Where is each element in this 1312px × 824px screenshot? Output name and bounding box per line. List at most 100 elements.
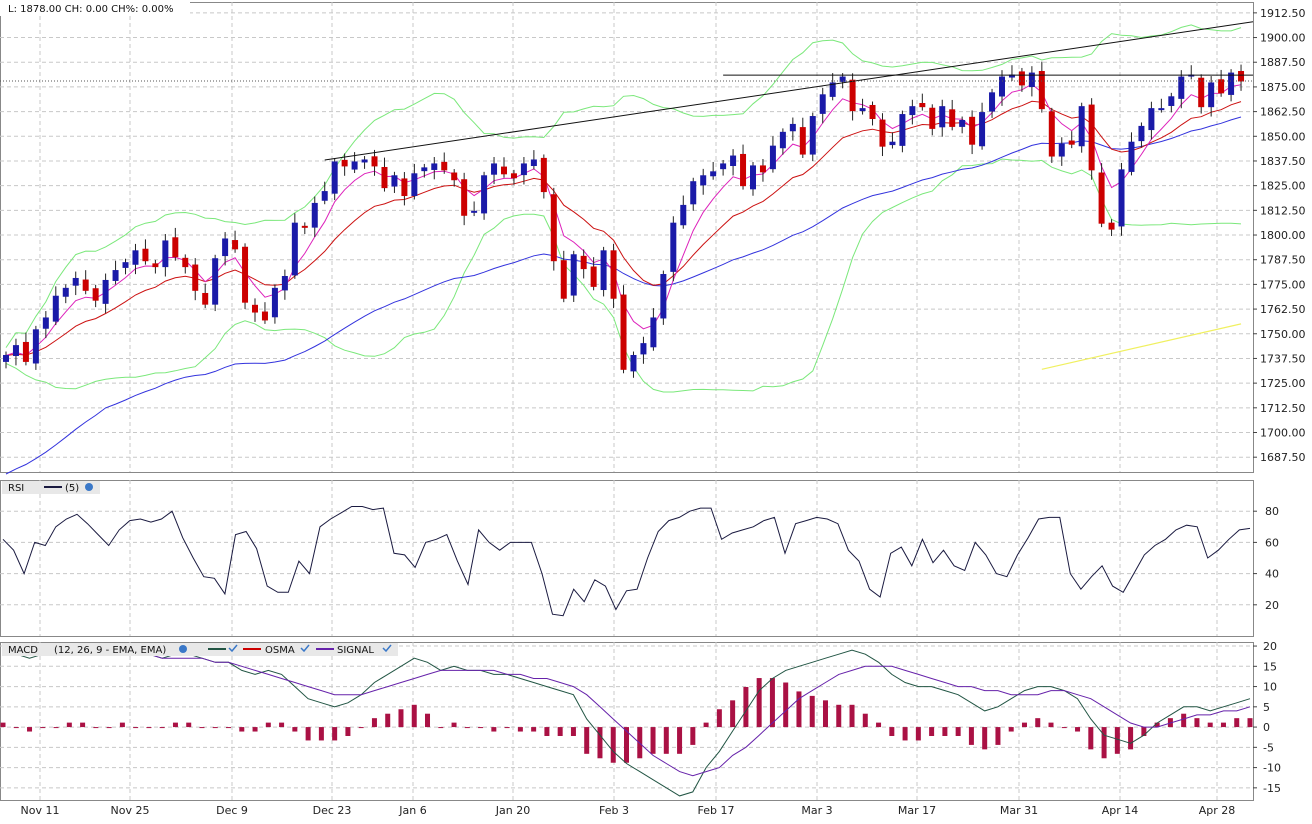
osma-bar (80, 722, 86, 728)
candle-body (879, 119, 886, 147)
candle-body (839, 76, 846, 82)
candle-body (1228, 72, 1235, 95)
price-tick-label: 1712.50 (1260, 402, 1306, 415)
osma-bar (199, 727, 205, 729)
price-tick-label: 1800.00 (1260, 229, 1306, 242)
candle-body (819, 94, 826, 114)
osma-bar (265, 722, 271, 728)
candle-body (750, 165, 756, 190)
price-tick-label: 1900.00 (1260, 32, 1306, 45)
osma-bar (663, 727, 669, 754)
candle-body (142, 248, 149, 262)
candle-body (291, 222, 298, 276)
price-tick-label: 1862.50 (1260, 106, 1306, 119)
osma-bar (544, 727, 550, 736)
osma-bar (504, 727, 510, 729)
osma-bar (1114, 727, 1120, 754)
candle-body (192, 264, 199, 291)
osma-check-icon[interactable] (300, 644, 310, 653)
osma-bar (1234, 718, 1240, 728)
macd-legend-bg (2, 643, 398, 656)
osma-bar (371, 718, 377, 728)
osma-bar (1101, 727, 1107, 759)
macd-settings-icon[interactable] (179, 645, 187, 653)
candle-body (899, 114, 906, 146)
candle-body (510, 173, 517, 179)
osma-bar (677, 727, 683, 754)
osma-bar (624, 727, 629, 763)
candle-body (451, 172, 458, 181)
osma-bar (915, 727, 921, 741)
candle-body (779, 131, 786, 149)
x-tick-label: Mar 17 (898, 804, 936, 817)
candle-body (102, 279, 109, 304)
candle-body (889, 141, 896, 146)
osma-bar (1075, 727, 1081, 732)
osma-bar (1154, 722, 1160, 728)
osma-bar (411, 704, 417, 728)
candle-body (341, 159, 348, 167)
candle-body (122, 262, 129, 268)
candle-body (869, 104, 876, 120)
osma-bar (318, 727, 324, 741)
candle-body (809, 116, 816, 155)
candle-body (939, 106, 946, 128)
candle-body (769, 145, 776, 170)
osma-bar (1021, 722, 1027, 728)
candle-body (351, 161, 358, 170)
candle-body (530, 159, 537, 167)
osma-bar (491, 727, 497, 732)
candle-body (1018, 71, 1025, 86)
rsi-tick-label: 80 (1265, 505, 1279, 518)
candle-body (1158, 108, 1165, 111)
rsi-tick-label: 20 (1265, 599, 1279, 612)
candle-body (849, 79, 856, 112)
candle-body (630, 354, 637, 372)
price-tick-label: 1737.50 (1260, 352, 1306, 365)
osma-bar (119, 722, 125, 728)
candle-body (471, 210, 478, 213)
candle-body (321, 191, 328, 201)
candle-body (829, 82, 836, 97)
candle-body (1138, 125, 1145, 142)
candle-body (222, 238, 229, 257)
macd-tick-label: -10 (1263, 762, 1281, 775)
price-tick-label: 1700.00 (1260, 427, 1306, 440)
candle-body (431, 163, 438, 170)
macd-panel-frame (0, 642, 1254, 801)
candle-body (421, 167, 428, 172)
x-tick-label: Nov 11 (21, 804, 60, 817)
candle-body (22, 341, 29, 362)
osma-bar (955, 727, 961, 736)
signal-check-icon[interactable] (382, 644, 392, 653)
osma-bar (716, 709, 722, 728)
candle-body (491, 163, 498, 175)
candle-body (62, 287, 69, 297)
candle-body (1208, 82, 1215, 108)
osma-bar (438, 727, 444, 729)
price-tick-label: 1687.50 (1260, 451, 1306, 464)
osma-bar (212, 727, 218, 729)
candle-body (72, 277, 79, 286)
osma-bar (305, 727, 311, 741)
osma-bar (769, 678, 775, 728)
osma-bar (398, 709, 404, 728)
osma-bar (1194, 718, 1200, 728)
candle-body (979, 112, 986, 147)
candle-body (1118, 169, 1125, 227)
price-tick-label: 1750.00 (1260, 328, 1306, 341)
osma-bar (358, 727, 364, 729)
bollinger-upper-line (5, 24, 1242, 348)
candle-body (182, 257, 189, 268)
macd-check-icon[interactable] (228, 644, 238, 653)
osma-bar (809, 695, 815, 728)
x-tick-label: Jan 6 (398, 804, 426, 817)
candle-body (391, 175, 398, 187)
price-tick-label: 1787.50 (1260, 254, 1306, 267)
osma-bar (1008, 727, 1014, 732)
candle-body (252, 304, 258, 313)
candle-body (759, 165, 766, 173)
macd-label: MACD (8, 645, 38, 656)
rsi-settings-icon[interactable] (85, 483, 93, 491)
